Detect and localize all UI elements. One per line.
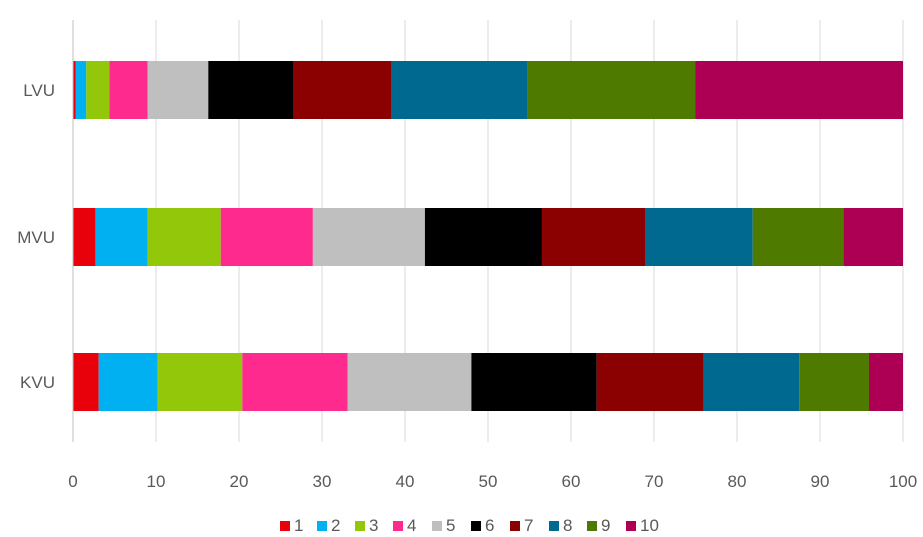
legend-item: 1 xyxy=(280,516,303,535)
legend-swatch xyxy=(626,521,636,531)
x-tick-label: 90 xyxy=(811,472,830,491)
x-tick-label: 30 xyxy=(313,472,332,491)
bar-segment xyxy=(752,208,844,266)
category-label: KVU xyxy=(20,373,55,392)
bar-segment xyxy=(799,353,869,411)
bar-segment xyxy=(471,353,597,411)
legend-item: 7 xyxy=(510,516,533,535)
legend-label: 4 xyxy=(407,516,416,535)
legend-swatch xyxy=(355,521,365,531)
bar-segment xyxy=(220,208,313,266)
category-label: MVU xyxy=(17,228,55,247)
bar-segment xyxy=(242,353,348,411)
bar-segment xyxy=(86,61,110,119)
x-tick-label: 80 xyxy=(728,472,747,491)
legend-label: 6 xyxy=(485,516,494,535)
x-tick-label: 70 xyxy=(645,472,664,491)
x-tick-label: 10 xyxy=(147,472,166,491)
bar-segment xyxy=(73,208,96,266)
legend: 1 2 3 4 5 6 7 8 9 10 xyxy=(280,516,659,535)
bar-segment xyxy=(527,61,696,119)
legend-swatch xyxy=(471,521,481,531)
x-tick-label: 40 xyxy=(396,472,415,491)
bar-segment xyxy=(703,353,800,411)
x-tick-label: 60 xyxy=(562,472,581,491)
bar-segment xyxy=(73,61,76,119)
legend-item: 8 xyxy=(549,516,572,535)
category-label: LVU xyxy=(23,81,55,100)
legend-item: 2 xyxy=(317,516,340,535)
bar-segment xyxy=(695,61,903,119)
legend-item: 10 xyxy=(626,516,659,535)
x-tick-label: 0 xyxy=(68,472,77,491)
bar-segment xyxy=(147,61,209,119)
bar-segment xyxy=(868,353,903,411)
legend-item: 6 xyxy=(471,516,494,535)
legend-label: 3 xyxy=(369,516,378,535)
bar-segment xyxy=(293,61,392,119)
bar-segment xyxy=(645,208,753,266)
legend-item: 9 xyxy=(587,516,610,535)
legend-swatch xyxy=(432,521,442,531)
legend-item: 3 xyxy=(355,516,378,535)
legend-swatch xyxy=(393,521,403,531)
bar-segment xyxy=(75,61,87,119)
bar-segment xyxy=(147,208,221,266)
bar-segment xyxy=(73,353,99,411)
bar-segment xyxy=(157,353,243,411)
legend-swatch xyxy=(549,521,559,531)
x-tick-label: 100 xyxy=(889,472,917,491)
bar-segment xyxy=(98,353,158,411)
legend-swatch xyxy=(317,521,327,531)
legend-swatch xyxy=(280,521,290,531)
legend-swatch xyxy=(587,521,597,531)
legend-label: 2 xyxy=(331,516,340,535)
x-tick-label: 50 xyxy=(479,472,498,491)
bar-segment xyxy=(541,208,646,266)
bar-segment xyxy=(843,208,903,266)
legend-label: 9 xyxy=(601,516,610,535)
bar-segment xyxy=(95,208,148,266)
bar-segment xyxy=(596,353,704,411)
bar-segment xyxy=(424,208,542,266)
legend-label: 5 xyxy=(446,516,455,535)
legend-label: 7 xyxy=(524,516,533,535)
legend-item: 5 xyxy=(432,516,455,535)
bar-segment xyxy=(312,208,425,266)
bar-segment xyxy=(109,61,148,119)
bars xyxy=(73,61,903,411)
bar-segment xyxy=(208,61,294,119)
bar-segment xyxy=(391,61,528,119)
legend-swatch xyxy=(510,521,520,531)
legend-label: 1 xyxy=(294,516,303,535)
axes: 0 10 20 30 40 50 60 70 80 90 100 LVU MVU KVU xyxy=(17,20,917,491)
bar-segment xyxy=(347,353,472,411)
x-tick-label: 20 xyxy=(230,472,249,491)
legend-label: 8 xyxy=(563,516,572,535)
legend-label: 10 xyxy=(640,516,659,535)
legend-item: 4 xyxy=(393,516,416,535)
